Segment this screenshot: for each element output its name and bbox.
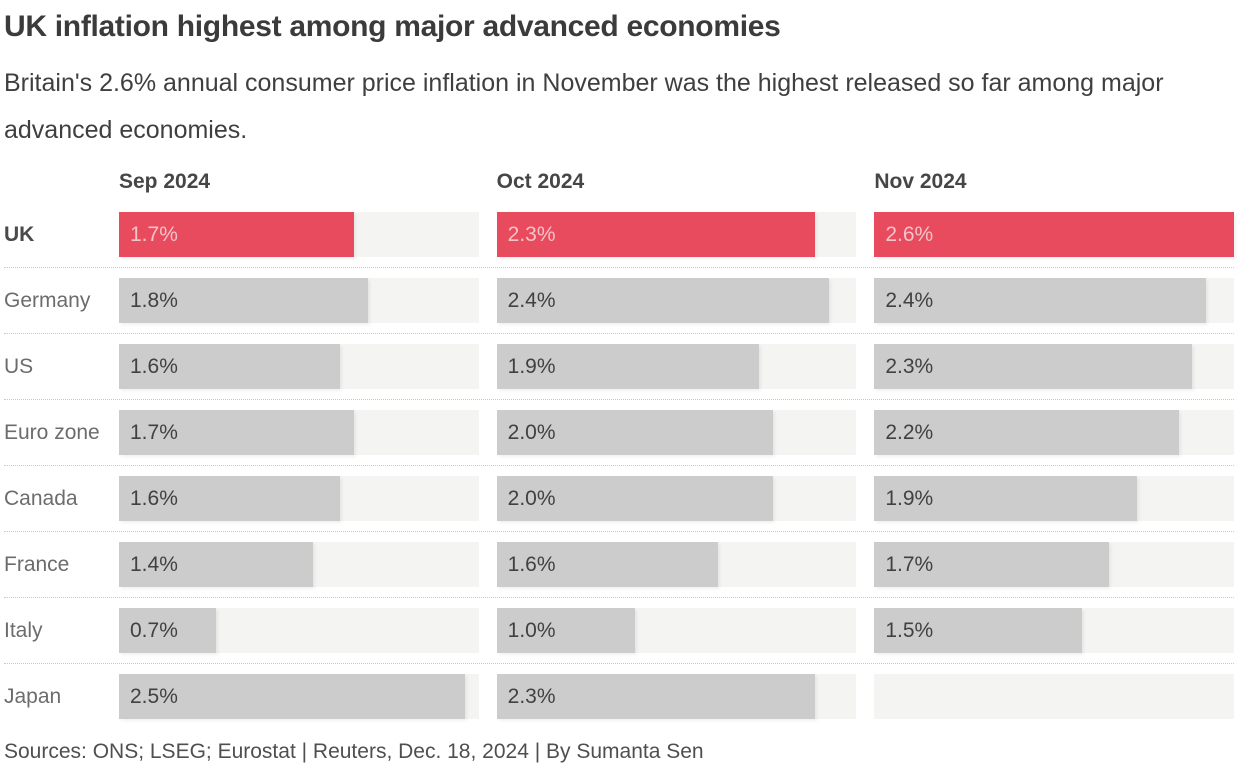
bar: 1.6%	[496, 542, 718, 587]
chart-row: Germany 1.8% 2.4% 2.4%	[4, 268, 1234, 334]
highlight-bar: 1.7%	[119, 212, 355, 257]
bar-track: 2.0%	[496, 410, 857, 455]
bar-value-label: 1.8%	[130, 288, 178, 312]
row-label: Germany	[4, 288, 91, 312]
bar-track: 2.5%	[119, 674, 479, 719]
bar-track: 1.6%	[119, 476, 479, 521]
bar-value-label: 2.0%	[507, 486, 556, 510]
bar: 1.7%	[119, 410, 355, 455]
row-label: Canada	[4, 486, 78, 510]
row-label: Euro zone	[4, 420, 100, 444]
chart-row: Canada 1.6% 2.0% 1.9%	[4, 466, 1234, 532]
bar: 1.6%	[119, 476, 341, 521]
bar: 2.3%	[874, 344, 1193, 389]
chart-row: Euro zone 1.7% 2.0% 2.2%	[4, 400, 1234, 466]
chart-row: France 1.4% 1.6% 1.7%	[4, 532, 1234, 598]
bar: 1.9%	[874, 476, 1138, 521]
column-header-sep-2024: Sep 2024	[119, 170, 211, 193]
bar-track: 1.0%	[496, 608, 857, 653]
bar-track: 1.7%	[119, 410, 479, 455]
bar: 2.0%	[496, 476, 774, 521]
bar-track: 1.6%	[496, 542, 857, 587]
chart-title: UK inflation highest among major advance…	[4, 10, 781, 43]
highlight-bar: 2.3%	[496, 212, 815, 257]
column-headers: Sep 2024 Oct 2024 Nov 2024	[4, 170, 1234, 198]
row-label: Japan	[4, 684, 62, 708]
bar-value-label: 2.0%	[507, 420, 556, 444]
bar: 2.5%	[119, 674, 465, 719]
row-label: France	[4, 552, 70, 576]
bar-track	[874, 674, 1234, 719]
bar: 1.4%	[119, 542, 313, 587]
bar-value-label: 1.4%	[130, 552, 178, 576]
bar-track: 1.6%	[119, 344, 479, 389]
column-header-oct-2024: Oct 2024	[496, 170, 585, 193]
bar-value-label: 1.7%	[130, 420, 178, 444]
bar-value-label: 1.7%	[130, 222, 178, 246]
bar: 0.7%	[119, 608, 216, 653]
bar: 2.4%	[496, 278, 829, 323]
bar-track: 2.3%	[496, 674, 857, 719]
bar-value-label: 1.5%	[885, 618, 934, 642]
bar-value-label: 1.7%	[885, 552, 934, 576]
row-label: Italy	[4, 618, 43, 642]
bar: 2.2%	[874, 410, 1179, 455]
bar-value-label: 1.6%	[507, 552, 556, 576]
bar-track: 1.8%	[119, 278, 479, 323]
bar-value-label: 1.6%	[130, 486, 178, 510]
chart-subtitle: Britain's 2.6% annual consumer price inf…	[4, 69, 1164, 144]
bar-value-label: 2.3%	[885, 354, 934, 378]
bar-track: 1.4%	[119, 542, 479, 587]
bar-value-label: 2.4%	[885, 288, 934, 312]
chart-row: Italy 0.7% 1.0% 1.5%	[4, 598, 1234, 664]
column-header-nov-2024: Nov 2024	[874, 170, 967, 193]
bar: 2.0%	[496, 410, 774, 455]
bar-track: 2.2%	[874, 410, 1234, 455]
bar-value-label: 1.6%	[130, 354, 178, 378]
bar-track: 2.3%	[874, 344, 1234, 389]
bar-value-label: 1.0%	[507, 618, 556, 642]
bar: 2.4%	[874, 278, 1207, 323]
bar-track: 1.9%	[874, 476, 1234, 521]
bar-track: 2.6%	[874, 212, 1234, 257]
bar-value-label: 1.9%	[885, 486, 934, 510]
bar-track: 1.7%	[119, 212, 479, 257]
bar-value-label: 2.6%	[885, 222, 934, 246]
bar-track: 2.4%	[496, 278, 857, 323]
bar: 1.8%	[119, 278, 368, 323]
chart-row: US 1.6% 1.9% 2.3%	[4, 334, 1234, 400]
bar: 1.6%	[119, 344, 341, 389]
bar-track: 1.9%	[496, 344, 857, 389]
bar-track: 2.3%	[496, 212, 857, 257]
bar: 1.7%	[874, 542, 1110, 587]
bar: 1.9%	[496, 344, 760, 389]
bar-value-label: 2.5%	[130, 684, 178, 708]
chart-body: UK 1.7% 2.3% 2.6% Germany 1.8% 2.4% 2.4% US 1.6% 1…	[4, 202, 1234, 729]
bar: 1.5%	[874, 608, 1082, 653]
bar-track: 1.5%	[874, 608, 1234, 653]
chart-row: Japan 2.5% 2.3%	[4, 664, 1234, 729]
bar-value-label: 1.9%	[507, 354, 556, 378]
row-label: UK	[4, 222, 35, 246]
row-label: US	[4, 354, 34, 378]
bar-track: 2.0%	[496, 476, 857, 521]
bar-track: 1.7%	[874, 542, 1234, 587]
bar-value-label: 2.2%	[885, 420, 934, 444]
bar-value-label: 2.4%	[507, 288, 556, 312]
bar: 2.3%	[496, 674, 815, 719]
bar-track: 0.7%	[119, 608, 479, 653]
bar-value-label: 0.7%	[130, 618, 178, 642]
bar: 1.0%	[496, 608, 635, 653]
bar-value-label: 2.3%	[507, 684, 556, 708]
highlight-bar: 2.6%	[874, 212, 1234, 257]
bar-track: 2.4%	[874, 278, 1234, 323]
source-footer: Sources: ONS; LSEG; Eurostat | Reuters, …	[4, 740, 704, 763]
bar-value-label: 2.3%	[507, 222, 556, 246]
chart-row: UK 1.7% 2.3% 2.6%	[4, 202, 1234, 268]
